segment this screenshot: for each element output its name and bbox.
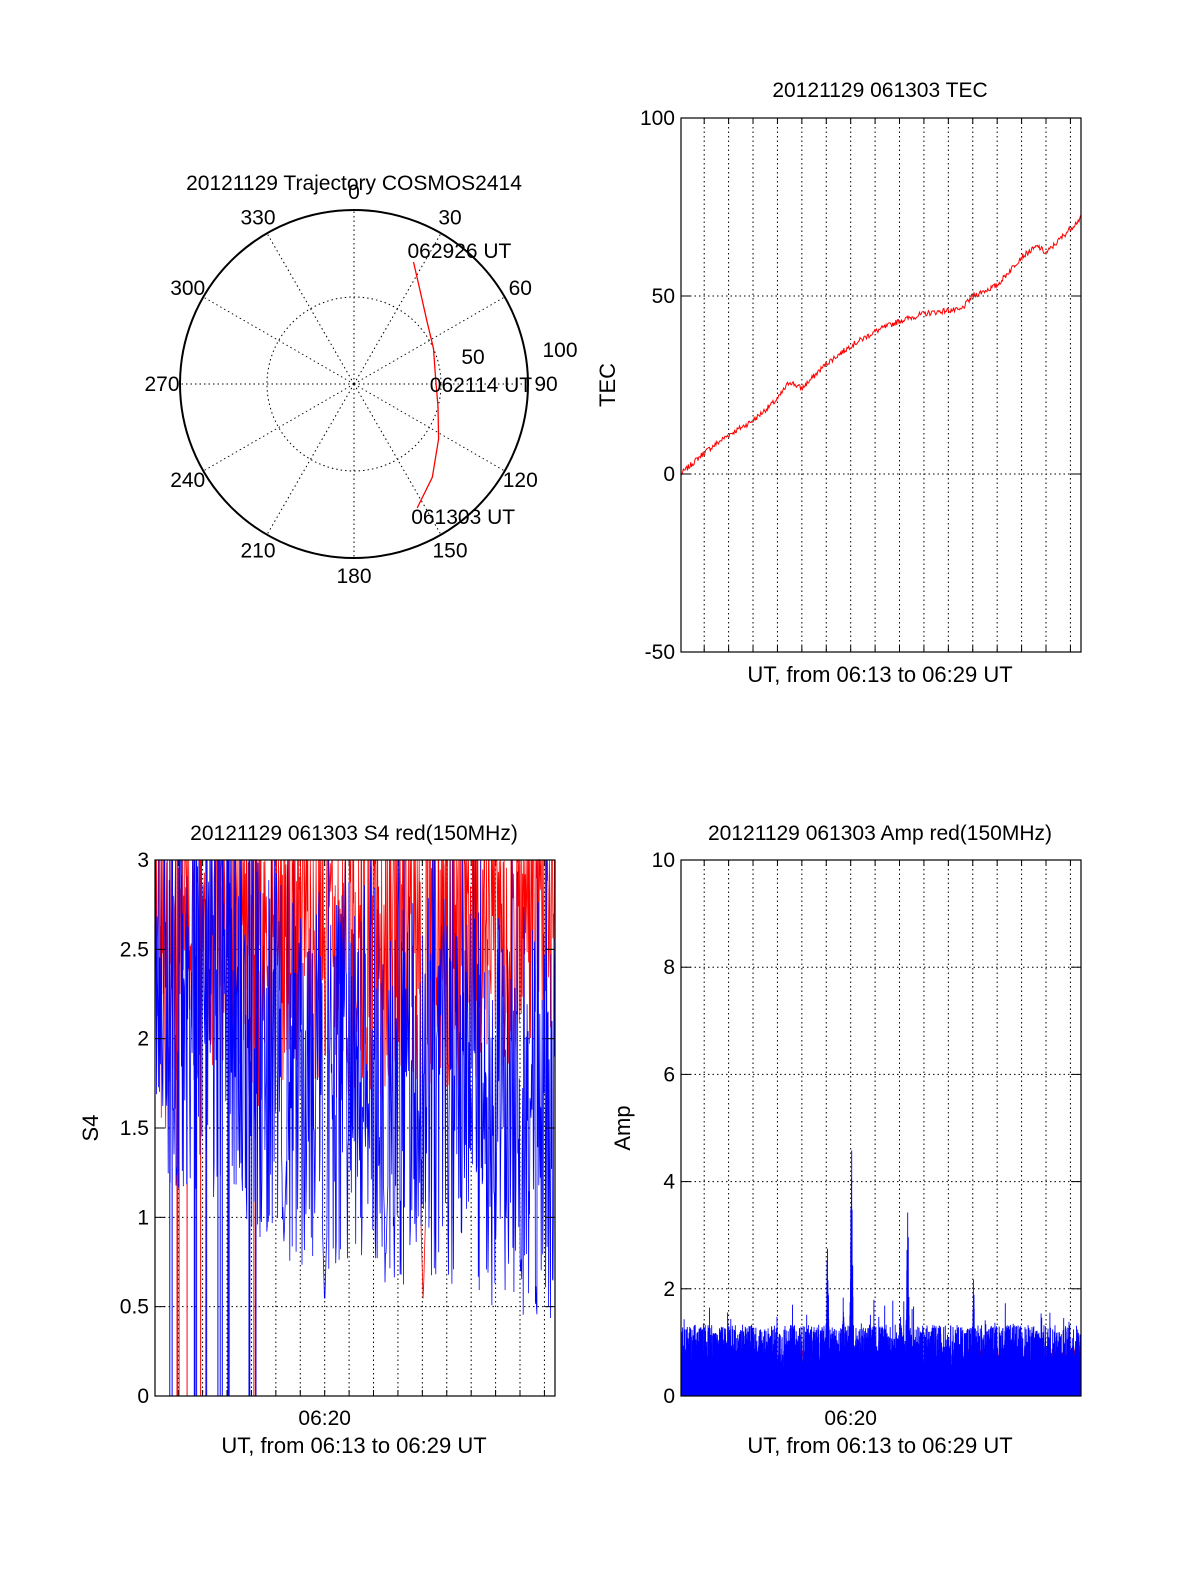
polar-grid-spoke: [266, 383, 355, 535]
polar-grid-spoke: [203, 383, 355, 472]
polar-azimuth-label: 270: [144, 373, 179, 396]
polar-azimuth-label: 180: [336, 565, 371, 588]
amp-x-label: UT, from 06:13 to 06:29 UT: [747, 1433, 1012, 1458]
polar-azimuth-label: 120: [503, 469, 538, 492]
s4-series-line: [154, 859, 556, 1319]
s4-title: 20121129 061303 S4 red(150MHz): [190, 822, 518, 845]
tec-y-tick-label: 100: [640, 107, 675, 130]
polar-radial-labels: 50 100: [461, 339, 577, 369]
polar-azimuth-label: 30: [438, 207, 461, 230]
polar-grid-spoke: [353, 296, 505, 385]
amp-x-ticks: 06:20: [824, 1407, 877, 1430]
amp-series: [680, 1150, 1082, 1397]
tec-y-ticks: -50 0 50 100: [640, 107, 1081, 664]
polar-grid-spoke: [353, 383, 442, 535]
polar-trajectory-line: [412, 261, 440, 509]
amp-panel: 20121129 061303 Amp red(150MHz) 0246810 …: [610, 822, 1082, 1458]
s4-x-label: UT, from 06:13 to 06:29 UT: [221, 1433, 486, 1458]
polar-azimuth-label: 240: [170, 469, 205, 492]
s4-y-tick-label: 1: [137, 1206, 149, 1229]
polar-title: 20121129 Trajectory COSMOS2414: [186, 172, 522, 195]
s4-y-label: S4: [78, 1115, 103, 1142]
polar-azimuth-label: 300: [170, 277, 205, 300]
polar-azimuth-label: 0: [348, 181, 360, 204]
s4-x-tick-label: 06:20: [298, 1407, 351, 1430]
amp-y-ticks: 0 2 4 6 8 10: [652, 849, 1081, 1408]
polar-annotation: 062926 UT: [407, 240, 511, 263]
polar-azimuth-label: 210: [240, 539, 275, 562]
polar-grid: [179, 209, 529, 559]
polar-azimuth-label: 330: [240, 207, 275, 230]
polar-outer-circle: [179, 209, 529, 559]
s4-y-ticks: 0 0.5 1 1.5 2 2.5 3: [120, 849, 555, 1408]
s4-y-tick-label: 2.5: [120, 938, 149, 961]
tec-title: 20121129 061303 TEC: [772, 79, 987, 102]
polar-radial-label: 100: [542, 339, 577, 362]
s4-panel: 20121129 061303 S4 red(150MHz) 0 0.5 1 1.5 2…: [78, 822, 556, 1458]
s4-x-ticks: 06:20: [298, 1407, 351, 1430]
tec-x-label: UT, from 06:13 to 06:29 UT: [747, 662, 1012, 687]
amp-blue-series-line: [680, 1150, 1082, 1397]
tec-plot-frame: [680, 117, 1082, 653]
tec-y-tick-label: 0: [663, 463, 675, 486]
tec-series: [680, 215, 1082, 476]
amp-y-tick-label: 10: [652, 849, 675, 872]
polar-grid-spoke: [266, 233, 355, 385]
s4-y-tick-label: 1.5: [120, 1117, 149, 1140]
s4-series: [154, 858, 556, 1396]
polar-series: [412, 261, 440, 509]
tec-y-tick-label: -50: [645, 641, 675, 664]
polar-azimuth-label: 150: [432, 539, 467, 562]
amp-y-label: Amp: [610, 1105, 635, 1150]
s4-y-tick-label: 3: [137, 849, 149, 872]
polar-azimuth-label: 90: [534, 373, 557, 396]
polar-radial-label: 50: [461, 346, 484, 369]
amp-y-tick-label: 8: [663, 956, 675, 979]
tec-y-label: TEC: [595, 363, 620, 407]
s4-y-tick-label: 0: [137, 1385, 149, 1408]
polar-azimuth-label: 60: [509, 277, 532, 300]
polar-annotation: 062114 UT: [430, 374, 533, 397]
amp-grid: [681, 859, 1081, 1397]
tec-grid: [681, 117, 1081, 653]
polar-annotation: 061303 UT: [411, 506, 515, 529]
tec-y-tick-label: 50: [652, 285, 675, 308]
s4-y-tick-label: 2: [137, 1028, 149, 1051]
amp-title: 20121129 061303 Amp red(150MHz): [708, 822, 1052, 845]
tec-panel: 20121129 061303 TEC -50 0 50 100 UT, from 0…: [595, 79, 1082, 687]
s4-y-tick-label: 0.5: [120, 1296, 149, 1319]
tec-series-line: [680, 215, 1082, 476]
polar-grid-spoke: [353, 233, 442, 385]
amp-x-tick-label: 06:20: [824, 1407, 877, 1430]
amp-plot-frame: [680, 859, 1082, 1397]
amp-y-tick-label: 4: [663, 1171, 675, 1194]
amp-y-tick-label: 0: [663, 1385, 675, 1408]
polar-trajectory-panel: 20121129 Trajectory COSMOS2414 0 30 60 90 12…: [144, 172, 577, 588]
polar-grid-spoke: [353, 383, 505, 472]
amp-y-tick-label: 2: [663, 1278, 675, 1301]
polar-annotations: 062926 UT 062114 UT 061303 UT: [407, 240, 532, 529]
polar-azimuth-labels: 0 30 60 90 120 150 180 210 240 270 300 330: [144, 181, 557, 588]
polar-grid-spoke: [203, 296, 355, 385]
amp-y-tick-label: 6: [663, 1063, 675, 1086]
